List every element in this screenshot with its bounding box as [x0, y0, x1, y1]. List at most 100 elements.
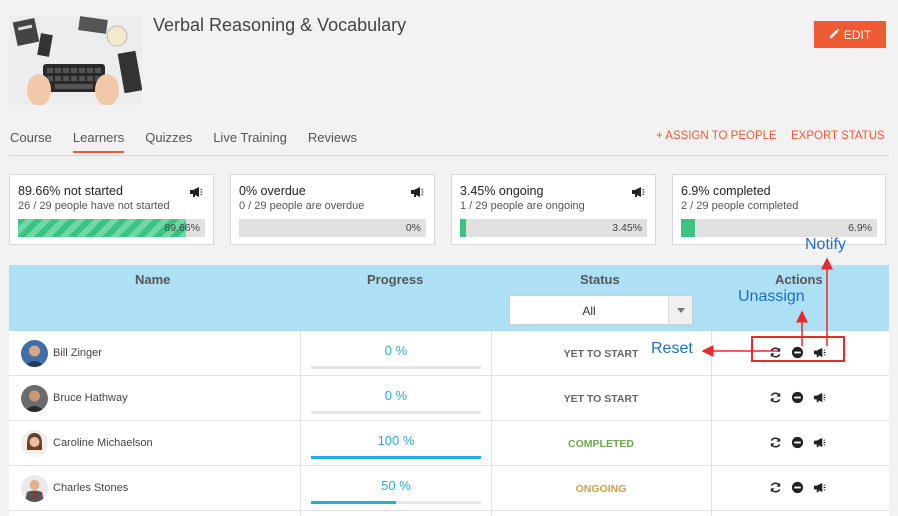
stat-bar-fill — [681, 219, 695, 237]
progress-label: 50 % — [381, 478, 411, 493]
progress-bar-fill — [311, 501, 396, 504]
stat-subtitle: 26 / 29 people have not started — [18, 200, 170, 212]
page-title: Verbal Reasoning & Vocabulary — [153, 15, 407, 35]
avatar — [21, 340, 48, 367]
tab-quizzes[interactable]: Quizzes — [145, 130, 193, 145]
stat-bar-label: 3.45% — [612, 222, 642, 234]
annotation-reset: Reset — [651, 340, 693, 357]
progress-bar — [311, 366, 481, 369]
status-filter-value: All — [582, 304, 596, 318]
learner-name[interactable]: Bill Zinger — [53, 347, 102, 359]
unassign-icon[interactable] — [791, 436, 804, 449]
unassign-icon[interactable] — [791, 481, 804, 494]
stat-card-ongoing: 3.45% ongoing 1 / 29 people are ongoing … — [451, 174, 656, 245]
notify-icon[interactable] — [813, 481, 826, 494]
stat-bar: 89.66% — [18, 219, 205, 237]
cell-divider — [300, 421, 301, 465]
column-header-progress[interactable]: Progress — [367, 272, 424, 287]
stat-subtitle: 0 / 29 people are overdue — [239, 200, 365, 212]
avatar — [21, 475, 48, 502]
stat-subtitle: 2 / 29 people completed — [681, 200, 799, 212]
status-text: YET TO START — [563, 348, 639, 360]
table-row: Caroline Michaelson 100 % COMPLETED — [9, 421, 889, 466]
reset-icon[interactable] — [769, 436, 782, 449]
status-filter-select[interactable]: All — [509, 295, 693, 325]
cell-divider — [300, 331, 301, 375]
tab-live-training[interactable]: Live Training — [213, 130, 287, 145]
column-header-status[interactable]: Status — [580, 272, 620, 287]
edit-button[interactable]: EDIT — [814, 21, 886, 48]
stat-card-not-started: 89.66% not started 26 / 29 people have n… — [9, 174, 214, 245]
reset-icon[interactable] — [769, 346, 782, 359]
status-text: ONGOING — [575, 483, 627, 495]
export-status-link[interactable]: EXPORT STATUS — [791, 130, 885, 142]
stat-bar: 3.45% — [460, 219, 647, 237]
stat-bar: 6.9% — [681, 219, 877, 237]
cell-divider — [491, 376, 492, 420]
row-actions — [769, 346, 826, 359]
avatar — [21, 385, 48, 412]
table-row: Charles Stones 50 % ONGOING — [9, 466, 889, 511]
stat-bar-fill — [18, 219, 186, 237]
tab-learners[interactable]: Learners — [72, 130, 125, 153]
progress-bar-fill — [311, 456, 481, 459]
stat-title: 6.9% completed — [681, 184, 771, 198]
chevron-down-icon[interactable] — [668, 296, 692, 324]
stat-title: 0% overdue — [239, 184, 306, 198]
stat-bar: 0% — [239, 219, 426, 237]
reset-icon[interactable] — [769, 481, 782, 494]
column-header-name[interactable]: Name — [135, 272, 171, 287]
cell-divider — [300, 466, 301, 510]
cell-divider — [491, 466, 492, 510]
notify-icon[interactable] — [813, 436, 826, 449]
progress-bar — [311, 501, 481, 504]
learners-table: Name Progress Status Actions All Bill Zi… — [9, 265, 889, 516]
stat-bar-fill — [460, 219, 467, 237]
edit-button-label: EDIT — [843, 27, 872, 42]
progress-bar — [311, 411, 481, 414]
stat-title: 3.45% ongoing — [460, 184, 544, 198]
annotation-notify: Notify — [805, 236, 846, 253]
learner-name[interactable]: Bruce Hathway — [53, 392, 128, 404]
progress-label: 0 % — [384, 388, 408, 403]
tab-course[interactable]: Course — [10, 130, 52, 145]
cell-divider — [711, 511, 712, 516]
learner-name[interactable]: Charles Stones — [53, 482, 129, 494]
progress-label: 100 % — [377, 433, 415, 448]
reset-icon[interactable] — [769, 391, 782, 404]
notify-icon[interactable] — [813, 391, 826, 404]
stat-card-completed: 6.9% completed 2 / 29 people completed 6… — [672, 174, 886, 245]
annotation-unassign: Unassign — [738, 288, 805, 305]
cell-divider — [711, 466, 712, 510]
assign-to-people-link[interactable]: + ASSIGN TO PEOPLE — [656, 130, 777, 142]
unassign-icon[interactable] — [791, 346, 804, 359]
learner-name[interactable]: Caroline Michaelson — [53, 437, 153, 449]
course-thumbnail — [9, 16, 142, 105]
avatar — [21, 430, 48, 457]
megaphone-icon[interactable] — [631, 185, 645, 197]
stat-title: 89.66% not started — [18, 184, 123, 198]
cell-divider — [300, 376, 301, 420]
stat-subtitle: 1 / 29 people are ongoing — [460, 200, 585, 212]
cell-divider — [491, 421, 492, 465]
table-row: Bill Zinger 0 % YET TO START — [9, 331, 889, 376]
megaphone-icon[interactable] — [410, 185, 424, 197]
unassign-icon[interactable] — [791, 391, 804, 404]
column-header-actions: Actions — [775, 272, 823, 287]
cell-divider — [711, 421, 712, 465]
notify-icon[interactable] — [813, 346, 826, 359]
cell-divider — [300, 511, 301, 516]
stat-bar-label: 89.66% — [164, 222, 200, 234]
megaphone-icon[interactable] — [189, 185, 203, 197]
table-header: Name Progress Status Actions All — [9, 265, 889, 331]
cell-divider — [711, 331, 712, 375]
table-row: Bruce Hathway 0 % YET TO START — [9, 376, 889, 421]
cell-divider — [711, 376, 712, 420]
row-actions — [769, 436, 826, 449]
row-actions — [769, 481, 826, 494]
cell-divider — [491, 511, 492, 516]
tabs-divider — [9, 155, 889, 156]
pencil-icon — [829, 28, 840, 42]
tab-reviews[interactable]: Reviews — [307, 130, 358, 145]
status-text: COMPLETED — [568, 438, 634, 450]
